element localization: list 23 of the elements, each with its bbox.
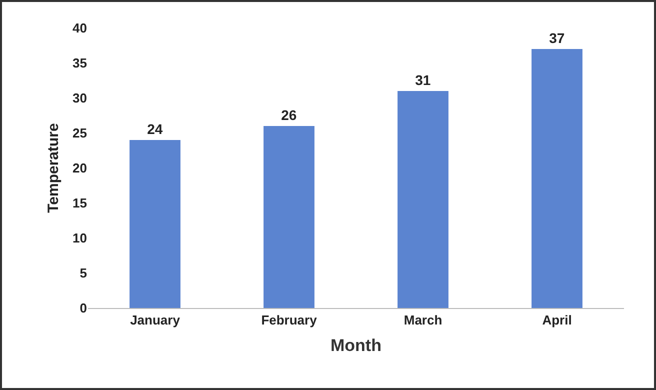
y-tick-label: 10 [72,230,87,246]
x-tick-label: April [542,312,572,328]
y-tick-label: 0 [80,300,87,316]
bar [398,91,448,308]
y-tick-label: 40 [72,20,87,36]
x-tick-label: January [130,312,181,328]
x-tick-label: February [261,312,318,328]
data-label: 37 [549,30,565,46]
y-tick-label: 15 [72,196,87,211]
data-label: 24 [147,121,163,137]
x-tick-label: March [404,312,442,328]
y-tick-label: 20 [72,160,87,176]
bar [130,140,180,308]
y-tick-label: 30 [72,90,87,106]
y-axis-title: Temperature [44,123,62,213]
y-tick-label: 35 [72,56,87,71]
y-tick-label: 5 [80,266,87,281]
bar [264,126,314,308]
x-axis-title: Month [330,336,382,355]
bar [532,49,582,308]
y-tick-label: 25 [72,126,87,141]
data-label: 26 [281,107,297,123]
data-label: 31 [415,72,431,88]
